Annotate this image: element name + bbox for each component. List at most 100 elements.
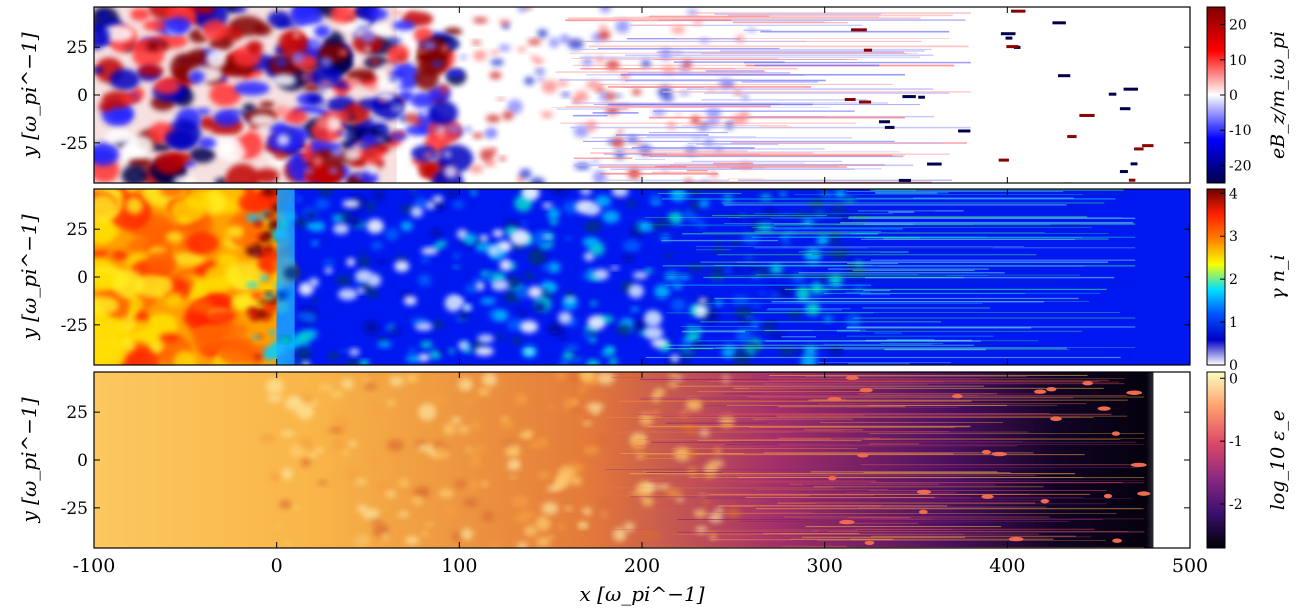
field-filament [1008, 536, 1024, 542]
field-streak [555, 71, 767, 73]
field-streak [643, 381, 943, 383]
field-blob [709, 533, 717, 540]
field-streak [870, 189, 1124, 191]
field-filament [1142, 144, 1158, 148]
field-blob [375, 480, 391, 494]
field-streak [836, 329, 867, 331]
colorbar-tick-label: -1 [1229, 434, 1243, 450]
field-blob [213, 109, 240, 127]
field-blob [392, 20, 416, 31]
field-blob [186, 231, 219, 255]
field-blob [611, 189, 629, 198]
colorbar-tick-label: 3 [1229, 229, 1238, 245]
field-blob [500, 420, 515, 430]
field-streak [745, 497, 935, 499]
field-streak [717, 254, 1037, 256]
field-blob [369, 58, 381, 66]
field-blob [444, 151, 451, 158]
field-blob [94, 23, 110, 50]
field-blob [665, 489, 683, 497]
field-streak [852, 496, 1084, 498]
field-blob [278, 292, 286, 300]
field-blob [598, 29, 611, 41]
field-blob [556, 524, 567, 530]
field-blob [510, 229, 530, 246]
field-streak [705, 70, 765, 72]
field-streak [862, 307, 991, 309]
field-blob [352, 35, 384, 54]
field-blob [564, 291, 575, 298]
field-streak [644, 16, 880, 18]
field-blob [344, 132, 355, 139]
field-blob [693, 509, 707, 518]
field-blob [623, 522, 635, 532]
field-blob [536, 471, 551, 479]
field-blob [371, 241, 384, 250]
field-blob [469, 164, 484, 174]
field-blob [258, 259, 273, 272]
field-streak [723, 204, 1067, 206]
field-blob [631, 88, 642, 96]
field-blob [295, 195, 302, 202]
field-blob [217, 335, 257, 365]
field-blob [458, 378, 473, 391]
field-streak [741, 521, 1069, 522]
field-blob [610, 266, 620, 270]
field-blob [304, 211, 318, 221]
field-streak [673, 61, 785, 63]
field-blob [633, 140, 643, 145]
field-blob [703, 175, 719, 183]
field-filament [981, 449, 991, 455]
field-blob [592, 170, 607, 183]
field-blob [804, 247, 822, 264]
field-streak [665, 344, 975, 346]
field-blob [516, 542, 528, 548]
field-blob [414, 322, 433, 331]
field-streak [565, 19, 732, 22]
field-blob [348, 440, 358, 447]
field-streak [656, 51, 904, 53]
field-blob [520, 57, 532, 67]
field-blob [458, 341, 470, 350]
field-blob [121, 164, 148, 183]
field-blob [425, 522, 435, 527]
field-blob [506, 461, 521, 471]
field-streak [870, 535, 1076, 537]
field-streak [777, 438, 1145, 439]
field-streak [607, 86, 812, 88]
field-streak [770, 217, 843, 219]
field-blob [515, 393, 528, 405]
field-streak [657, 192, 742, 194]
field-blob [311, 156, 324, 167]
field-streak [840, 269, 1035, 271]
field-streak [648, 116, 905, 119]
field-blob [649, 194, 661, 201]
field-blob [572, 407, 581, 413]
field-blob [593, 268, 610, 280]
field-blob [630, 307, 639, 312]
field-blob [389, 75, 398, 82]
field-streak [836, 330, 1083, 332]
field-blob [275, 57, 287, 68]
field-streak [569, 52, 918, 54]
field-blob [436, 240, 447, 248]
field-blob [363, 320, 380, 335]
field-blob [527, 286, 543, 299]
field-blob [687, 427, 698, 436]
field-blob [632, 271, 648, 279]
field-blob [214, 177, 228, 183]
field-blob [477, 334, 494, 343]
field-blob [250, 114, 276, 126]
field-blob [369, 85, 377, 92]
field-blob [779, 191, 787, 197]
field-streak [848, 517, 910, 519]
field-blob [306, 221, 325, 232]
field-blob [477, 388, 491, 396]
field-blob [429, 379, 438, 386]
field-blob [385, 399, 396, 406]
field-streak [838, 381, 1119, 383]
field-streak [728, 505, 754, 507]
field-streak [791, 538, 893, 540]
field-blob [452, 200, 465, 209]
field-blob [358, 249, 366, 253]
